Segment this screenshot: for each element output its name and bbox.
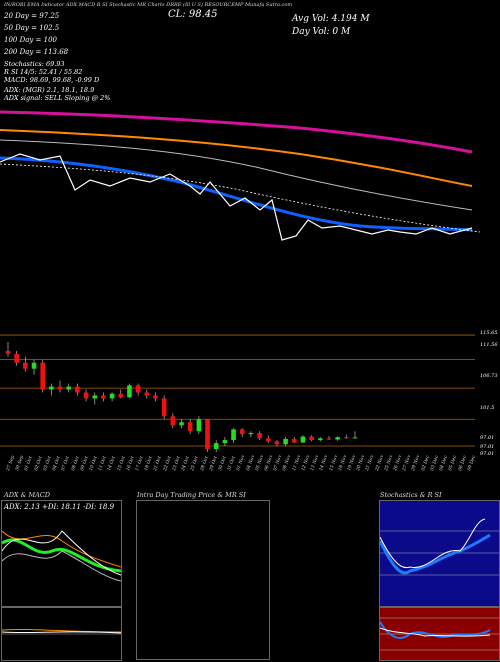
macd-panel bbox=[1, 607, 122, 661]
candle-body bbox=[31, 362, 37, 369]
adx-macd-title: ADX & MACD bbox=[4, 491, 50, 499]
ma-200-label: 200 Day = 113.68 bbox=[4, 48, 69, 56]
adx-signal-label: ADX signal: SELL Sloping @ 2% bbox=[4, 94, 111, 102]
close-price: CL: 98.45 bbox=[168, 9, 218, 20]
candle-body bbox=[248, 432, 254, 435]
candle-body bbox=[127, 385, 132, 398]
header-row: IN/ROBI EMA Indicator ADX MACD R SI Stoc… bbox=[4, 2, 293, 8]
candle-body bbox=[335, 437, 340, 440]
ma-200-line bbox=[0, 110, 473, 154]
rsi-label: R SI 14/5: 52.41 / 55.82 bbox=[4, 68, 83, 76]
candle-body bbox=[144, 392, 150, 396]
candle-body bbox=[352, 437, 358, 439]
candle-body bbox=[179, 422, 184, 426]
macd-lines bbox=[1, 628, 122, 635]
stochastics-lines bbox=[378, 518, 499, 576]
macd-label: MACD: 98.69, 99.68, -0.99 D bbox=[4, 76, 100, 84]
candle-body bbox=[23, 362, 28, 369]
candle-body bbox=[14, 353, 19, 363]
day-volume: Day Vol: 0 M bbox=[292, 27, 351, 37]
price-level-label: 111.56 bbox=[480, 342, 498, 348]
adx-values: ADX: 2.13 +DI: 18.11 -DI: 18.9 bbox=[4, 503, 115, 511]
candle-body bbox=[300, 436, 306, 443]
price-level-label: 97.01 bbox=[480, 444, 494, 450]
price-level-label: 101.5 bbox=[480, 405, 494, 411]
rsi-lines bbox=[379, 617, 499, 651]
ma-20-line bbox=[0, 156, 473, 232]
candle-body bbox=[344, 437, 349, 439]
candle-body bbox=[49, 386, 54, 390]
adx-lines bbox=[1, 530, 122, 582]
candle-body bbox=[326, 438, 332, 440]
candle-body bbox=[153, 395, 158, 399]
candle-body bbox=[274, 441, 280, 445]
candle-body bbox=[118, 393, 124, 398]
ma-50-line bbox=[0, 139, 473, 211]
adx-panel: ADX: 2.13 +DI: 18.11 -DI: 18.9 bbox=[1, 500, 122, 607]
ma-100-label: 100 Day = 100 bbox=[4, 36, 58, 44]
candle-body bbox=[187, 422, 193, 432]
candle-body bbox=[75, 386, 80, 393]
stochastics-rsi-title: Stochastics & R SI bbox=[380, 491, 442, 499]
price-level-label: 97.01 bbox=[480, 451, 494, 457]
candle-body bbox=[5, 350, 11, 354]
candle-body bbox=[265, 438, 271, 442]
candle-body bbox=[40, 362, 45, 390]
candle-body bbox=[170, 416, 176, 426]
candle-body bbox=[92, 395, 98, 399]
ma-50-label: 50 Day = 102.5 bbox=[4, 24, 60, 32]
stochastics-panel bbox=[378, 500, 500, 607]
candle-body bbox=[283, 438, 288, 445]
candle-body bbox=[291, 438, 297, 443]
candle-body bbox=[109, 393, 115, 399]
intraday-title: Intra Day Trading Price & MR SI bbox=[137, 491, 246, 499]
price-level-label: 97.01 bbox=[480, 435, 494, 441]
moving-average-chart bbox=[0, 110, 481, 241]
price-line bbox=[0, 153, 473, 241]
rsi-panel bbox=[379, 607, 500, 661]
candle-body bbox=[318, 438, 323, 441]
candle-body bbox=[196, 419, 202, 432]
candle-body bbox=[213, 443, 219, 450]
stochastics-label: Stochastics: 69.93 bbox=[4, 60, 65, 68]
intraday-panel bbox=[136, 500, 270, 660]
price-level-label: 115.65 bbox=[480, 330, 498, 336]
candle-body bbox=[66, 386, 72, 390]
candle-body bbox=[239, 429, 245, 435]
candle-body bbox=[135, 385, 141, 393]
candle-body bbox=[231, 429, 236, 441]
candle-body bbox=[101, 395, 106, 399]
ma-20-label: 20 Day = 97.25 bbox=[4, 12, 60, 20]
ma-dotted-line bbox=[0, 163, 481, 233]
adx-label: ADX: (MGR) 2.1, 18.1, 18.9 bbox=[4, 86, 95, 94]
candle-body bbox=[309, 436, 314, 441]
ma-100-line bbox=[0, 129, 473, 187]
candle-body bbox=[257, 432, 262, 439]
price-level-label: 106.73 bbox=[480, 373, 498, 379]
candle-body bbox=[83, 392, 89, 399]
candle-body bbox=[57, 386, 63, 390]
candle-body bbox=[161, 398, 167, 417]
candle-body bbox=[205, 419, 210, 450]
avg-volume: Avg Vol: 4.194 M bbox=[292, 14, 370, 24]
candle-body bbox=[222, 440, 228, 444]
